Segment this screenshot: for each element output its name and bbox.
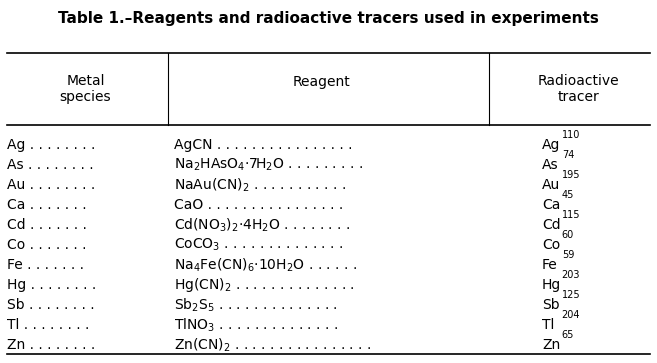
Text: Tl: Tl bbox=[542, 318, 555, 332]
Text: Ca . . . . . . .: Ca . . . . . . . bbox=[7, 198, 86, 212]
Text: As . . . . . . . .: As . . . . . . . . bbox=[7, 158, 93, 172]
Text: 110: 110 bbox=[562, 130, 580, 140]
Text: CoCO$_3$ . . . . . . . . . . . . . .: CoCO$_3$ . . . . . . . . . . . . . . bbox=[174, 237, 344, 253]
Text: Na$_4$Fe(CN)$_6$$\cdot$10H$_2$O . . . . . .: Na$_4$Fe(CN)$_6$$\cdot$10H$_2$O . . . . … bbox=[174, 256, 357, 274]
Text: Cd(NO$_3$)$_2$$\cdot$4H$_2$O . . . . . . . .: Cd(NO$_3$)$_2$$\cdot$4H$_2$O . . . . . .… bbox=[174, 216, 351, 234]
Text: Sb: Sb bbox=[542, 298, 560, 312]
Text: Au: Au bbox=[542, 178, 560, 192]
Text: 60: 60 bbox=[562, 230, 574, 240]
Text: 65: 65 bbox=[562, 330, 574, 340]
Text: Hg(CN)$_2$ . . . . . . . . . . . . . .: Hg(CN)$_2$ . . . . . . . . . . . . . . bbox=[174, 276, 355, 294]
Text: 59: 59 bbox=[562, 250, 574, 260]
Text: TlNO$_3$ . . . . . . . . . . . . . .: TlNO$_3$ . . . . . . . . . . . . . . bbox=[174, 316, 338, 334]
Text: Radioactive
tracer: Radioactive tracer bbox=[537, 74, 619, 104]
Text: Co . . . . . . .: Co . . . . . . . bbox=[7, 238, 86, 252]
Text: Ag: Ag bbox=[542, 138, 560, 152]
Text: AgCN . . . . . . . . . . . . . . . .: AgCN . . . . . . . . . . . . . . . . bbox=[174, 138, 353, 152]
Text: Ag . . . . . . . .: Ag . . . . . . . . bbox=[7, 138, 95, 152]
Text: Cd: Cd bbox=[542, 218, 560, 232]
Text: Fe . . . . . . .: Fe . . . . . . . bbox=[7, 258, 83, 272]
Text: Zn: Zn bbox=[542, 338, 560, 352]
Text: Reagent: Reagent bbox=[293, 75, 351, 89]
Text: 204: 204 bbox=[562, 310, 580, 320]
Text: Metal
species: Metal species bbox=[60, 74, 111, 104]
Text: Sb . . . . . . . .: Sb . . . . . . . . bbox=[7, 298, 94, 312]
Text: Zn . . . . . . . .: Zn . . . . . . . . bbox=[7, 338, 95, 352]
Text: Ca: Ca bbox=[542, 198, 560, 212]
Text: Hg . . . . . . . .: Hg . . . . . . . . bbox=[7, 278, 96, 292]
Text: Sb$_2$S$_5$ . . . . . . . . . . . . . .: Sb$_2$S$_5$ . . . . . . . . . . . . . . bbox=[174, 296, 338, 314]
Text: NaAu(CN)$_2$ . . . . . . . . . . .: NaAu(CN)$_2$ . . . . . . . . . . . bbox=[174, 176, 346, 194]
Text: As: As bbox=[542, 158, 558, 172]
Text: Na$_2$HAsO$_4$$\cdot$7H$_2$O . . . . . . . . .: Na$_2$HAsO$_4$$\cdot$7H$_2$O . . . . . .… bbox=[174, 157, 363, 174]
Text: Tl . . . . . . . .: Tl . . . . . . . . bbox=[7, 318, 89, 332]
Text: 115: 115 bbox=[562, 210, 580, 220]
Text: Table 1.–Reagents and radioactive tracers used in experiments: Table 1.–Reagents and radioactive tracer… bbox=[58, 11, 599, 26]
Text: 45: 45 bbox=[562, 190, 574, 200]
Text: 203: 203 bbox=[562, 270, 580, 280]
Text: CaO . . . . . . . . . . . . . . . .: CaO . . . . . . . . . . . . . . . . bbox=[174, 198, 344, 212]
Text: Zn(CN)$_2$ . . . . . . . . . . . . . . . .: Zn(CN)$_2$ . . . . . . . . . . . . . . .… bbox=[174, 336, 372, 354]
Text: Co: Co bbox=[542, 238, 560, 252]
Text: Au . . . . . . . .: Au . . . . . . . . bbox=[7, 178, 95, 192]
Text: Cd . . . . . . .: Cd . . . . . . . bbox=[7, 218, 87, 232]
Text: Fe: Fe bbox=[542, 258, 558, 272]
Text: 125: 125 bbox=[562, 290, 580, 300]
Text: 74: 74 bbox=[562, 150, 574, 160]
Text: Hg: Hg bbox=[542, 278, 561, 292]
Text: 195: 195 bbox=[562, 170, 580, 180]
